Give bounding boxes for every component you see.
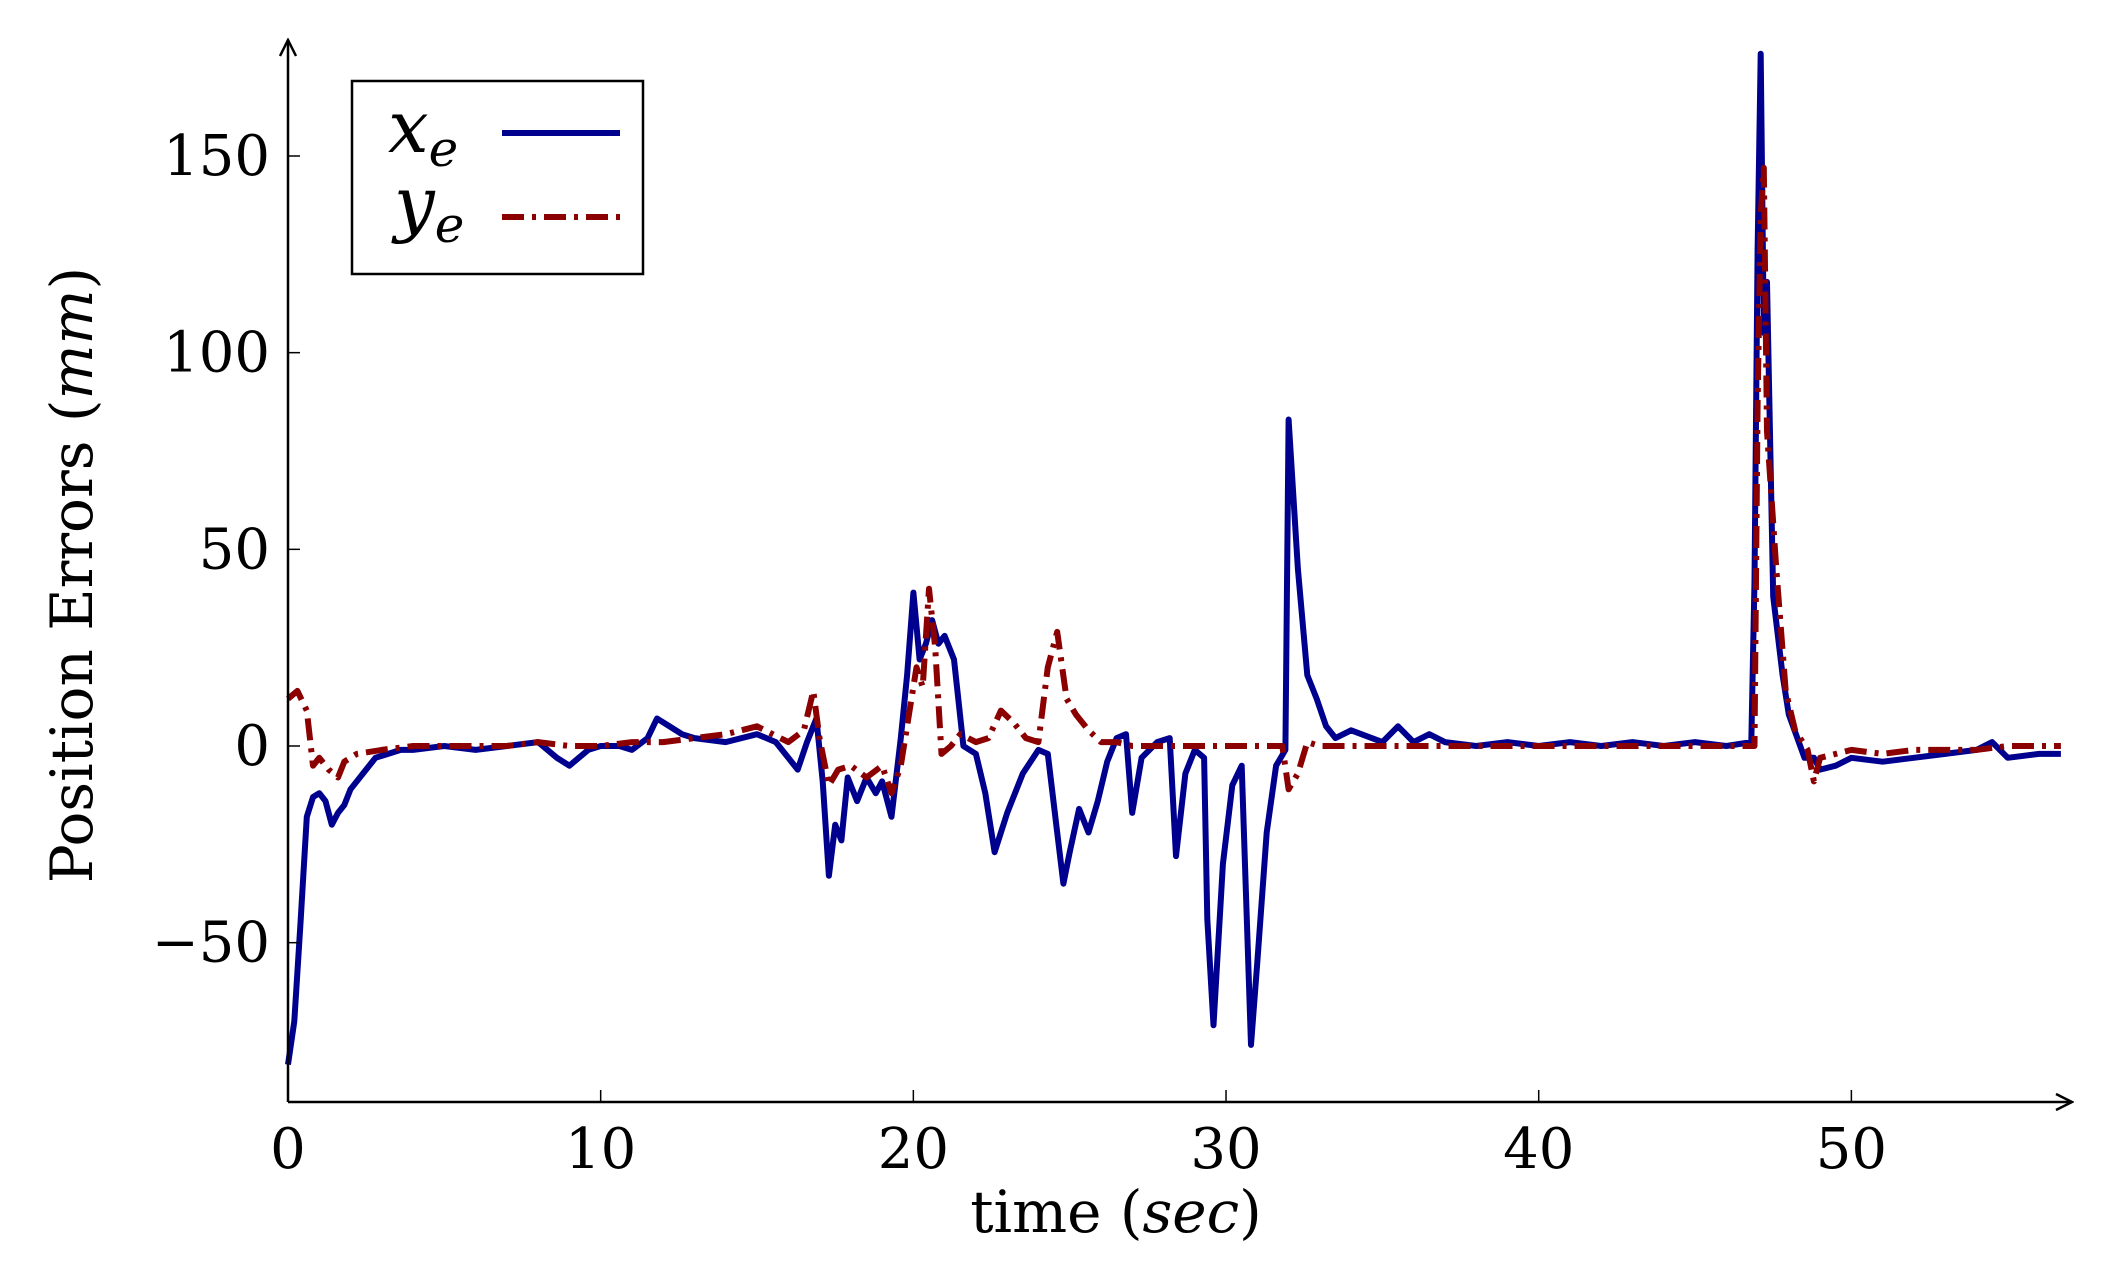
y-ticks: −50 0 50 100 150 [152, 124, 300, 976]
y-tick-label: 50 [199, 517, 270, 582]
y-tick-label: 100 [163, 321, 270, 386]
x-tick-label: 30 [1190, 1117, 1261, 1182]
y-tick-label: 0 [234, 714, 270, 779]
x-ticks: 0 10 20 30 40 50 [270, 1090, 1887, 1182]
x-tick-label: 40 [1503, 1117, 1574, 1182]
plot-area [285, 50, 2061, 1066]
x-tick-label: 10 [565, 1117, 636, 1182]
x-tick-label: 50 [1816, 1117, 1887, 1182]
legend-label-xe: xe [388, 85, 458, 178]
y-axis-title: Position Errors (mm) [38, 267, 106, 883]
x-tick-label: 0 [270, 1117, 306, 1182]
axes [288, 40, 2072, 1102]
legend-label-ye: ye [391, 161, 464, 254]
x-axis-title: time (sec) [970, 1178, 1261, 1246]
y-tick-label: −50 [152, 911, 270, 976]
series-line-ye [286, 164, 2061, 797]
y-tick-label: 150 [163, 124, 270, 189]
x-tick-label: 20 [878, 1117, 949, 1182]
legend-box [350, 79, 645, 276]
legend: xe ye [350, 79, 645, 276]
